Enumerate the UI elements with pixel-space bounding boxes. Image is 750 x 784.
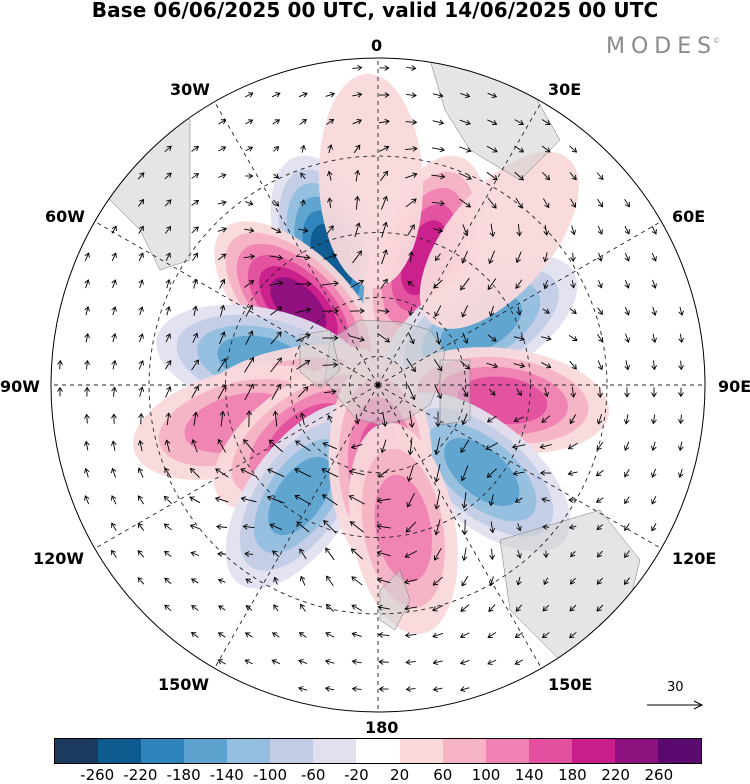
colorbar-tick-label: -260 <box>80 766 114 784</box>
lon-label-90w: 90W <box>0 377 40 396</box>
wind-arrow-shaft <box>600 387 601 397</box>
lon-label-120e: 120E <box>672 549 716 568</box>
lon-label-120w: 120W <box>33 549 84 568</box>
colorbar-swatch <box>572 739 615 763</box>
colorbar-tick-label: -60 <box>301 766 326 784</box>
lon-label-0: 0 <box>371 36 382 55</box>
colorbar-swatch <box>313 739 356 763</box>
colorbar-swatch <box>615 739 658 763</box>
colorbar-swatch <box>270 739 313 763</box>
lon-label-150w: 150W <box>158 675 209 694</box>
colorbar-tick-label: 140 <box>515 766 544 784</box>
colorbar-tick-label: 20 <box>390 766 409 784</box>
lon-label-60e: 60E <box>672 207 705 226</box>
colorbar-swatch <box>141 739 184 763</box>
colorbar-tick-label: -220 <box>123 766 157 784</box>
colorbar-swatch <box>184 739 227 763</box>
colorbar-tick-label: 60 <box>433 766 452 784</box>
colorbar-swatch <box>658 739 701 763</box>
colorbar-tick-label: 180 <box>558 766 587 784</box>
wind-arrow-shaft <box>323 365 338 366</box>
map-disc <box>40 50 720 730</box>
colorbar-swatch <box>356 739 399 763</box>
colorbar-swatch <box>486 739 529 763</box>
colorbar-swatch <box>400 739 443 763</box>
colorbar-tick-label: 260 <box>644 766 673 784</box>
colorbar-swatch <box>227 739 270 763</box>
colorbar-tick-label: -100 <box>253 766 287 784</box>
lon-label-150e: 150E <box>548 675 592 694</box>
colorbar-swatch <box>98 739 141 763</box>
lon-label-30e: 30E <box>548 80 581 99</box>
lon-label-180: 180 <box>365 718 398 737</box>
colorbar-ticks: -260 -220 -180 -140 -100 -60 -20 20 60 100 140 180 2… <box>0 766 750 784</box>
colorbar-tick-label: -140 <box>210 766 244 784</box>
colorbar-swatch <box>529 739 572 763</box>
wind-arrow-shaft <box>141 414 142 425</box>
lon-label-30w: 30W <box>170 80 210 99</box>
colorbar-tick-label: 100 <box>472 766 501 784</box>
colorbar <box>54 738 702 764</box>
colorbar-swatch <box>55 739 98 763</box>
lon-label-60w: 60W <box>45 207 85 226</box>
colorbar-swatch <box>443 739 486 763</box>
reference-arrow-icon <box>645 680 705 710</box>
colorbar-tick-label: -180 <box>167 766 201 784</box>
lon-label-90e: 90E <box>718 377 750 396</box>
colorbar-tick-label: -20 <box>344 766 369 784</box>
south-pole-marker <box>376 383 380 387</box>
colorbar-tick-label: 220 <box>601 766 630 784</box>
reference-vector: 30 <box>645 680 705 710</box>
